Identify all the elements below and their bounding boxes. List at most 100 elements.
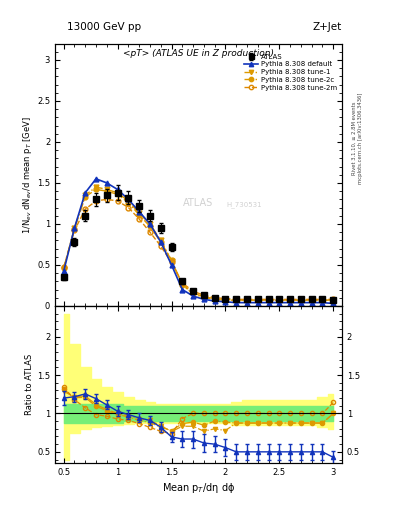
- Pythia 8.308 tune-2c: [288, 297, 292, 303]
- Pythia 8.308 tune-1: [61, 266, 66, 272]
- Pythia 8.308 tune-2m: [148, 229, 152, 235]
- Pythia 8.308 tune-1: [309, 297, 314, 303]
- Pythia 8.308 tune-2c: [169, 257, 174, 263]
- Text: H_730531: H_730531: [226, 201, 262, 208]
- Pythia 8.308 tune-1: [255, 297, 260, 303]
- Pythia 8.308 tune-1: [169, 258, 174, 264]
- Pythia 8.308 tune-2m: [72, 227, 77, 233]
- Pythia 8.308 tune-1: [244, 297, 249, 303]
- Pythia 8.308 tune-2c: [299, 297, 303, 303]
- Pythia 8.308 default: [234, 300, 239, 306]
- Pythia 8.308 tune-2m: [309, 296, 314, 303]
- Pythia 8.308 tune-2m: [202, 292, 206, 298]
- Pythia 8.308 default: [202, 296, 206, 303]
- Pythia 8.308 default: [169, 262, 174, 268]
- Pythia 8.308 tune-2c: [126, 200, 131, 206]
- Pythia 8.308 tune-2m: [255, 296, 260, 303]
- Pythia 8.308 tune-2c: [223, 296, 228, 303]
- Pythia 8.308 tune-1: [223, 297, 228, 303]
- Pythia 8.308 tune-2m: [223, 295, 228, 302]
- Pythia 8.308 tune-2c: [158, 239, 163, 245]
- Pythia 8.308 default: [309, 300, 314, 306]
- Pythia 8.308 tune-2c: [277, 297, 282, 303]
- Pythia 8.308 tune-2m: [94, 198, 98, 204]
- Pythia 8.308 tune-1: [266, 297, 271, 303]
- Pythia 8.308 tune-2m: [137, 216, 141, 222]
- Pythia 8.308 tune-2m: [288, 296, 292, 303]
- Pythia 8.308 default: [331, 301, 336, 307]
- Pythia 8.308 default: [148, 221, 152, 227]
- Text: mcplots.cern.ch [arXiv:1306.3436]: mcplots.cern.ch [arXiv:1306.3436]: [358, 93, 363, 184]
- Pythia 8.308 tune-2m: [191, 288, 195, 294]
- Pythia 8.308 tune-1: [180, 282, 185, 288]
- Pythia 8.308 tune-1: [191, 290, 195, 296]
- Pythia 8.308 default: [180, 286, 185, 292]
- Pythia 8.308 tune-1: [158, 237, 163, 243]
- Pythia 8.308 tune-2c: [61, 265, 66, 271]
- Pythia 8.308 tune-2c: [94, 186, 98, 193]
- Pythia 8.308 tune-1: [212, 296, 217, 303]
- Pythia 8.308 tune-2c: [148, 223, 152, 229]
- Pythia 8.308 tune-1: [299, 297, 303, 303]
- Pythia 8.308 tune-2m: [105, 196, 109, 202]
- Pythia 8.308 tune-2m: [331, 296, 336, 303]
- Pythia 8.308 tune-1: [202, 294, 206, 301]
- Pythia 8.308 default: [244, 300, 249, 306]
- Line: Pythia 8.308 tune-2c: Pythia 8.308 tune-2c: [61, 187, 336, 303]
- Text: Z+Jet: Z+Jet: [313, 22, 342, 32]
- Pythia 8.308 tune-2c: [266, 297, 271, 303]
- Pythia 8.308 tune-2m: [277, 296, 282, 303]
- Y-axis label: Ratio to ATLAS: Ratio to ATLAS: [25, 354, 34, 415]
- Pythia 8.308 default: [83, 189, 88, 196]
- Pythia 8.308 tune-2c: [244, 297, 249, 303]
- Pythia 8.308 default: [191, 293, 195, 299]
- Pythia 8.308 tune-1: [72, 225, 77, 231]
- Pythia 8.308 default: [212, 298, 217, 304]
- Pythia 8.308 default: [105, 180, 109, 186]
- Pythia 8.308 tune-2m: [320, 296, 325, 303]
- Pythia 8.308 tune-2c: [137, 212, 141, 218]
- X-axis label: Mean p$_{T}$/dη dϕ: Mean p$_{T}$/dη dϕ: [162, 481, 235, 496]
- Pythia 8.308 tune-1: [320, 297, 325, 303]
- Pythia 8.308 default: [266, 300, 271, 306]
- Pythia 8.308 tune-2m: [61, 264, 66, 270]
- Line: Pythia 8.308 tune-1: Pythia 8.308 tune-1: [61, 185, 336, 303]
- Pythia 8.308 tune-2c: [72, 226, 77, 232]
- Pythia 8.308 tune-2m: [83, 206, 88, 212]
- Pythia 8.308 tune-1: [137, 210, 141, 217]
- Pythia 8.308 default: [115, 186, 120, 193]
- Pythia 8.308 tune-2c: [212, 295, 217, 302]
- Pythia 8.308 tune-2m: [244, 296, 249, 303]
- Pythia 8.308 default: [137, 208, 141, 215]
- Pythia 8.308 tune-2c: [309, 297, 314, 303]
- Pythia 8.308 tune-1: [148, 221, 152, 227]
- Text: ATLAS: ATLAS: [184, 198, 213, 208]
- Pythia 8.308 default: [94, 176, 98, 182]
- Pythia 8.308 default: [255, 300, 260, 306]
- Pythia 8.308 tune-1: [105, 186, 109, 193]
- Pythia 8.308 tune-2m: [266, 296, 271, 303]
- Text: 13000 GeV pp: 13000 GeV pp: [67, 22, 141, 32]
- Line: Pythia 8.308 tune-2m: Pythia 8.308 tune-2m: [61, 197, 336, 302]
- Pythia 8.308 tune-1: [115, 189, 120, 196]
- Pythia 8.308 tune-2c: [115, 191, 120, 198]
- Pythia 8.308 default: [158, 239, 163, 245]
- Pythia 8.308 tune-1: [277, 297, 282, 303]
- Pythia 8.308 tune-1: [288, 297, 292, 303]
- Y-axis label: 1/N$_{ev}$ dN$_{ev}$/d mean p$_{T}$ [GeV]: 1/N$_{ev}$ dN$_{ev}$/d mean p$_{T}$ [GeV…: [21, 116, 34, 233]
- Pythia 8.308 tune-2m: [115, 198, 120, 204]
- Text: <pT> (ATLAS UE in Z production): <pT> (ATLAS UE in Z production): [123, 49, 274, 58]
- Pythia 8.308 tune-2c: [320, 297, 325, 303]
- Pythia 8.308 tune-1: [234, 297, 239, 303]
- Pythia 8.308 tune-1: [94, 184, 98, 190]
- Pythia 8.308 default: [277, 300, 282, 306]
- Pythia 8.308 default: [320, 300, 325, 306]
- Pythia 8.308 tune-2c: [331, 297, 336, 303]
- Pythia 8.308 tune-2c: [83, 194, 88, 200]
- Pythia 8.308 tune-2c: [191, 290, 195, 296]
- Pythia 8.308 tune-2c: [234, 297, 239, 303]
- Pythia 8.308 tune-2c: [202, 294, 206, 300]
- Pythia 8.308 tune-2m: [158, 243, 163, 249]
- Pythia 8.308 default: [61, 268, 66, 274]
- Pythia 8.308 tune-2m: [299, 296, 303, 303]
